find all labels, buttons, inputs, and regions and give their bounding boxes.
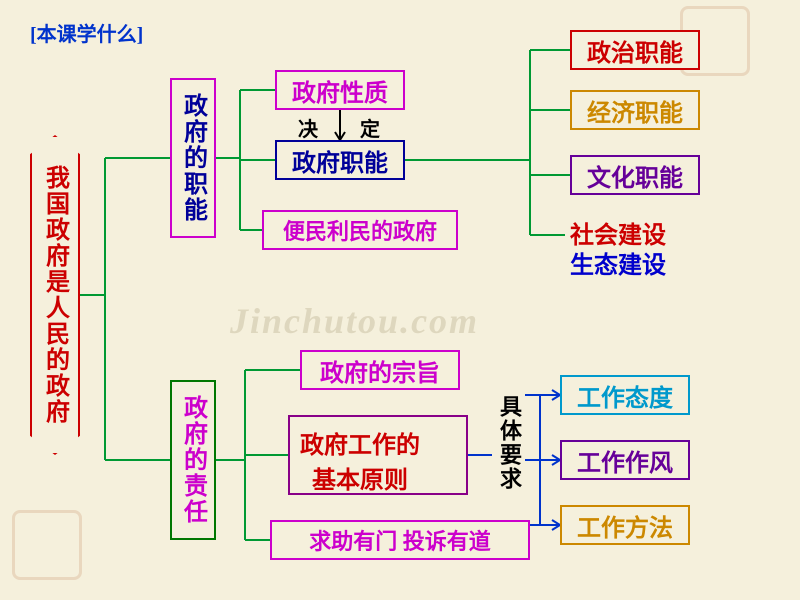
- node-eco-construction: 生态建设: [570, 245, 666, 280]
- node-gov-nature: 政府性质: [275, 70, 405, 110]
- root-node: 我国政府是人民的政府: [30, 135, 80, 455]
- node-work-principle-line1: 政府工作的: [300, 425, 420, 460]
- node-work-style: 工作作风: [560, 440, 690, 480]
- node-economic-func: 经济职能: [570, 90, 700, 130]
- decide-left: 决: [298, 113, 318, 142]
- node-gov-function: 政府职能: [275, 140, 405, 180]
- watermark-text: Jinchutou.com: [230, 300, 479, 342]
- seal-decoration: [12, 510, 82, 580]
- node-work-method: 工作方法: [560, 505, 690, 545]
- node-gov-functions: 政府的职能: [170, 78, 216, 238]
- node-work-attitude: 工作态度: [560, 375, 690, 415]
- node-gov-responsibility: 政府的责任: [170, 380, 216, 540]
- lesson-title: [本课学什么]: [30, 18, 143, 47]
- node-cultural-func: 文化职能: [570, 155, 700, 195]
- node-gov-purpose: 政府的宗旨: [300, 350, 460, 390]
- node-help-complain: 求助有门 投诉有道: [270, 520, 530, 560]
- node-political-func: 政治职能: [570, 30, 700, 70]
- decide-right: 定: [360, 113, 380, 142]
- node-convenient-gov: 便民利民的政府: [262, 210, 458, 250]
- demand-label: 具体要求: [495, 395, 525, 491]
- node-work-principle-line2: 基本原则: [312, 460, 408, 495]
